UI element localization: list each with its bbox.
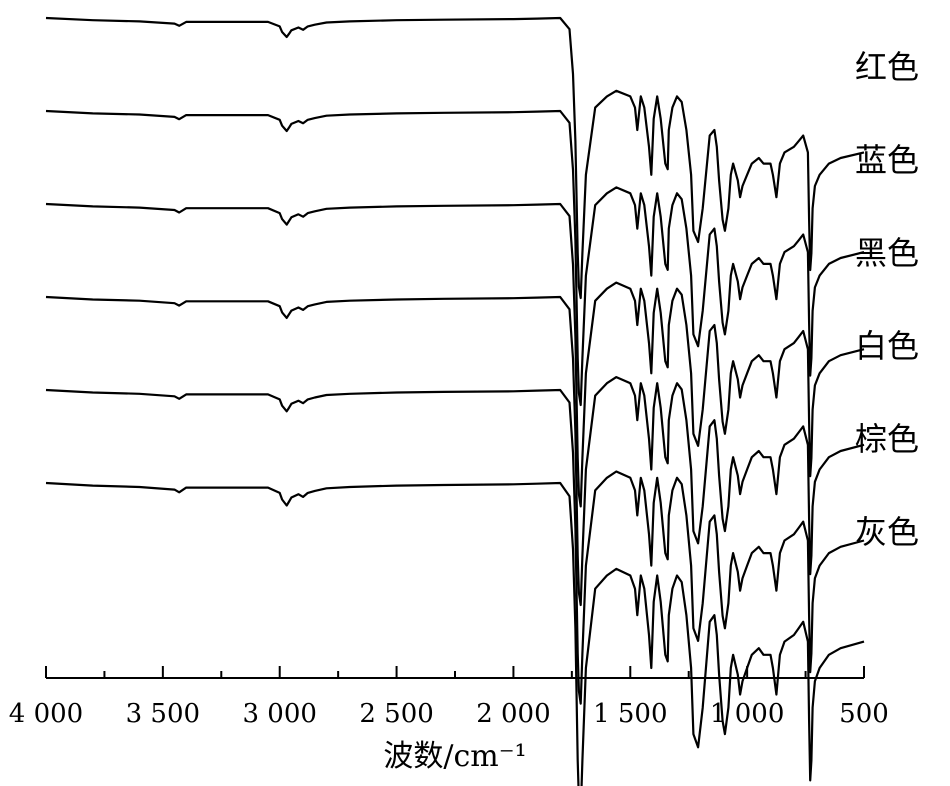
x-tick-label: 2 000	[476, 699, 550, 729]
x-tick-label: 3 000	[242, 699, 316, 729]
series-label-3: 黑色	[855, 234, 919, 272]
x-ticks: 4 000 3 500 3 000 2 500 2 000 1 500 1 000 500	[9, 666, 889, 729]
series-label-1: 红色	[855, 48, 919, 86]
spectrum-line-4	[45, 295, 865, 607]
x-tick-label: 1 500	[593, 699, 667, 729]
series-label-4: 白色	[855, 327, 919, 365]
x-axis-title: 波数/cm⁻¹	[383, 739, 526, 774]
x-tick-label: 500	[839, 699, 889, 729]
series-label-2: 蓝色	[855, 141, 919, 179]
x-tick-label: 2 500	[359, 699, 433, 729]
x-tick-label: 1 000	[710, 699, 784, 729]
x-tick-label: 4 000	[9, 699, 83, 729]
spectrum-line-1	[45, 16, 865, 300]
x-tick-label: 3 500	[126, 699, 200, 729]
series-label-5: 棕色	[855, 420, 919, 458]
spectrum-line-3	[45, 202, 865, 508]
series-group	[45, 16, 865, 786]
series-label-6: 灰色	[855, 513, 919, 551]
spectrum-line-6	[45, 481, 865, 786]
spectrum-line-5	[45, 388, 865, 705]
spectrum-line-2	[45, 109, 865, 407]
